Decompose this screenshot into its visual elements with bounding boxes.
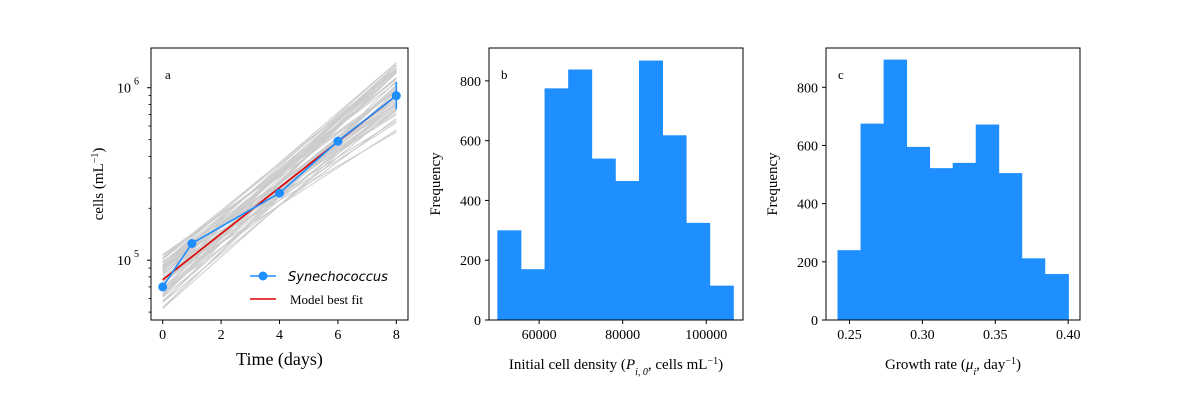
y-tick-label: 200 [797,256,818,271]
x-tick-label: 0.35 [983,328,1008,343]
y-tick-label: 600 [797,139,818,154]
y-tick-label: 10 [117,82,131,97]
x-axis-label: Growth rate (μi, day−1) [885,356,1021,378]
x-tick-label: 0.25 [837,328,862,343]
panel-b-histogram: 60000 80000 100000 0 200 400 600 800 b Initial ce… [428,47,744,378]
y-tick-label: 800 [797,81,818,96]
ensemble-line [162,71,397,280]
histogram-bar [709,285,734,320]
ensemble-line [162,131,397,270]
y-axis-label: cells (mL−1) [90,148,108,221]
panel-label-a: a [165,67,171,82]
histogram-bar [591,158,616,320]
ensemble-line [162,65,397,303]
histogram-bar [929,168,954,320]
histogram-bar [568,69,593,321]
ensemble-line [162,70,397,268]
panel-b-axes-frame [488,47,744,321]
legend-marker-synechococcus [258,271,268,281]
ensemble-line [162,68,397,288]
y-tick-label: 800 [460,75,481,90]
y-axis-label: Frequency [765,152,781,216]
histogram-bar [837,250,861,320]
synechococcus-point [187,238,197,248]
histogram-bar [615,181,640,320]
x-tick-label: 2 [218,328,225,343]
x-axis-label: Time (days) [236,349,323,370]
x-axis-label: Initial cell density (Pi, 0, cells mL−1) [509,356,723,378]
histogram-bar [975,124,1000,320]
synechococcus-point [391,91,401,101]
histogram-bar [1021,258,1046,320]
y-tick-label: 400 [460,194,481,209]
x-tick-label: 100000 [685,328,727,343]
synechococcus-point [275,188,284,198]
x-tick-label: 8 [393,328,400,343]
panel-c-axes-frame [825,47,1081,321]
synechococcus-point [158,282,168,292]
ensemble-line [162,71,397,293]
panel-c-histogram: 0.25 0.30 0.35 0.40 0 200 400 600 800 c Growth rat… [765,47,1081,378]
y-tick-exponent: 5 [134,249,139,260]
histogram-bar [638,60,663,321]
ensemble-line [162,101,397,309]
histogram-bar [544,88,569,320]
synechococcus-point [333,136,343,146]
histogram-bar [998,173,1023,320]
legend-label-model: Model best fit [290,292,363,307]
histogram-bar [662,135,687,320]
y-axis-label: Frequency [428,152,444,216]
y-tick-exponent: 6 [134,77,139,88]
legend: Synechococcus Model best fit [250,270,388,307]
x-tick-label: 60000 [522,328,557,343]
y-tick-label: 200 [460,254,481,269]
histogram-bar [883,59,908,321]
x-tick-label: 4 [276,328,283,343]
histogram-bar [686,222,711,320]
ensemble-line [162,78,397,263]
x-tick-label: 6 [334,328,341,343]
legend-label-synechococcus: Synechococcus [288,270,388,285]
x-tick-label: 0.30 [910,328,935,343]
x-tick-label: 0 [159,328,166,343]
y-tick-label: 10 [117,254,131,269]
y-tick-label: 0 [474,314,481,329]
panel-label-b: b [501,67,508,82]
histogram-bar [1044,274,1069,320]
histogram-bar [497,230,522,320]
histogram-bar [952,162,977,320]
ensemble-line [162,62,397,264]
y-tick-label: 600 [460,135,481,150]
x-tick-label: 80000 [605,328,640,343]
y-tick-label: 0 [811,314,818,329]
ensemble-line [162,89,397,256]
panel-label-c: c [838,67,844,82]
x-tick-label: 0.40 [1056,328,1081,343]
histogram-bar [906,146,931,320]
histogram-bar [860,123,884,321]
y-tick-label: 400 [797,198,818,213]
histogram-bar [520,269,545,320]
